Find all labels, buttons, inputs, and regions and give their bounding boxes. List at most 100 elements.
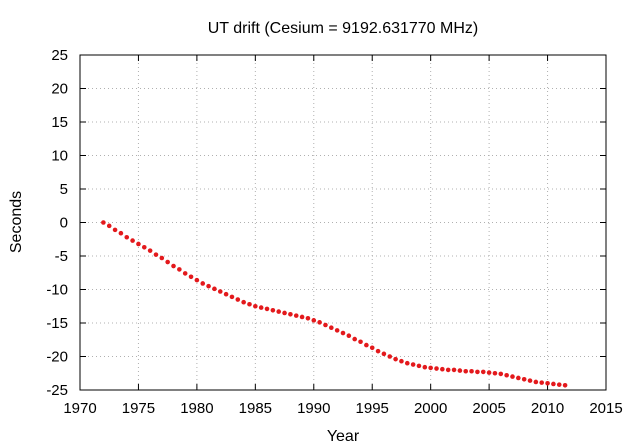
data-point [451, 367, 457, 373]
data-point [539, 380, 545, 385]
data-point [369, 345, 375, 351]
data-point [340, 330, 346, 336]
y-tick-label: 25 [51, 47, 68, 64]
y-tick-label: -5 [55, 248, 68, 265]
data-point [516, 375, 521, 381]
data-point [521, 376, 527, 382]
x-tick-label: 1980 [180, 400, 213, 417]
data-point [562, 383, 568, 388]
x-tick-label: 1990 [297, 400, 330, 417]
x-axis: 1970 1975 1980 1985 1990 1995 2000 2005 2010 2015 [63, 55, 623, 417]
y-tick-label: 20 [51, 81, 68, 98]
data-point [527, 378, 533, 383]
data-point [171, 263, 176, 269]
data-point [440, 366, 445, 372]
data-point [212, 286, 217, 292]
data-point [247, 301, 252, 307]
data-point [299, 314, 305, 320]
data-point [270, 307, 276, 313]
data-point [200, 281, 206, 286]
x-tick-label: 2005 [472, 400, 505, 417]
data-point [182, 271, 188, 276]
data-point [293, 313, 299, 318]
data-point [188, 274, 194, 280]
y-tick-label: 15 [51, 114, 68, 131]
data-point [258, 305, 264, 310]
data-series [101, 220, 568, 388]
data-point [241, 299, 246, 305]
y-axis-label: Seconds [8, 191, 25, 253]
data-point [235, 297, 241, 302]
data-point [329, 325, 334, 330]
data-point [147, 248, 153, 253]
data-point [334, 328, 340, 333]
data-point [229, 294, 235, 300]
data-point [217, 289, 223, 294]
data-point [276, 309, 282, 314]
data-point [323, 322, 328, 328]
data-point [381, 351, 387, 357]
data-point [288, 311, 293, 317]
data-point [422, 364, 428, 370]
y-tick-label: -20 [46, 349, 68, 366]
data-point [445, 367, 451, 373]
y-axis: 25 20 15 10 5 0 -5 -10 -15 -20 -25 [46, 47, 606, 399]
data-point [510, 374, 515, 379]
data-point [305, 316, 311, 321]
data-point [399, 358, 404, 364]
data-point [498, 371, 504, 377]
x-axis-label: Year [327, 428, 360, 445]
data-point [416, 363, 422, 369]
plot-frame [79, 54, 607, 391]
data-point [206, 283, 211, 289]
data-point [106, 223, 112, 229]
data-point [118, 230, 124, 236]
data-point [317, 320, 322, 325]
x-tick-label: 2010 [531, 400, 564, 417]
y-tick-label: -15 [46, 315, 68, 332]
data-point [457, 368, 463, 373]
data-point [358, 339, 363, 345]
data-point [130, 238, 135, 243]
data-point [480, 369, 486, 375]
data-point [533, 379, 539, 385]
data-point [410, 362, 416, 367]
data-point [375, 348, 381, 354]
data-point [434, 366, 439, 371]
x-tick-label: 2015 [589, 400, 622, 417]
data-point [387, 354, 393, 359]
data-point [545, 381, 550, 386]
x-tick-label: 2000 [414, 400, 447, 417]
data-point [101, 220, 106, 225]
data-point [475, 369, 480, 375]
grid [80, 55, 606, 390]
data-point [504, 372, 509, 378]
data-point [404, 360, 410, 366]
data-point [364, 342, 369, 348]
data-point [141, 244, 147, 250]
y-tick-label: -10 [46, 282, 68, 299]
y-tick-label: 10 [51, 148, 68, 165]
data-point [352, 336, 357, 342]
data-point [428, 365, 433, 371]
chart-title: UT drift (Cesium = 9192.631770 MHz) [208, 20, 478, 37]
data-point [253, 303, 258, 309]
x-tick-label: 1970 [63, 400, 96, 417]
data-point [393, 356, 398, 362]
data-point [223, 291, 229, 297]
data-point [486, 370, 492, 375]
data-point [124, 234, 130, 240]
data-point [153, 252, 159, 257]
data-point [194, 277, 200, 283]
data-point [159, 255, 165, 261]
data-point [136, 241, 141, 247]
data-point [551, 381, 556, 387]
x-tick-label: 1985 [239, 400, 272, 417]
y-tick-label: 5 [60, 181, 68, 198]
x-tick-label: 1995 [356, 400, 389, 417]
data-point [165, 259, 170, 265]
data-point [469, 368, 474, 374]
data-point [282, 310, 287, 316]
data-point [346, 333, 352, 339]
